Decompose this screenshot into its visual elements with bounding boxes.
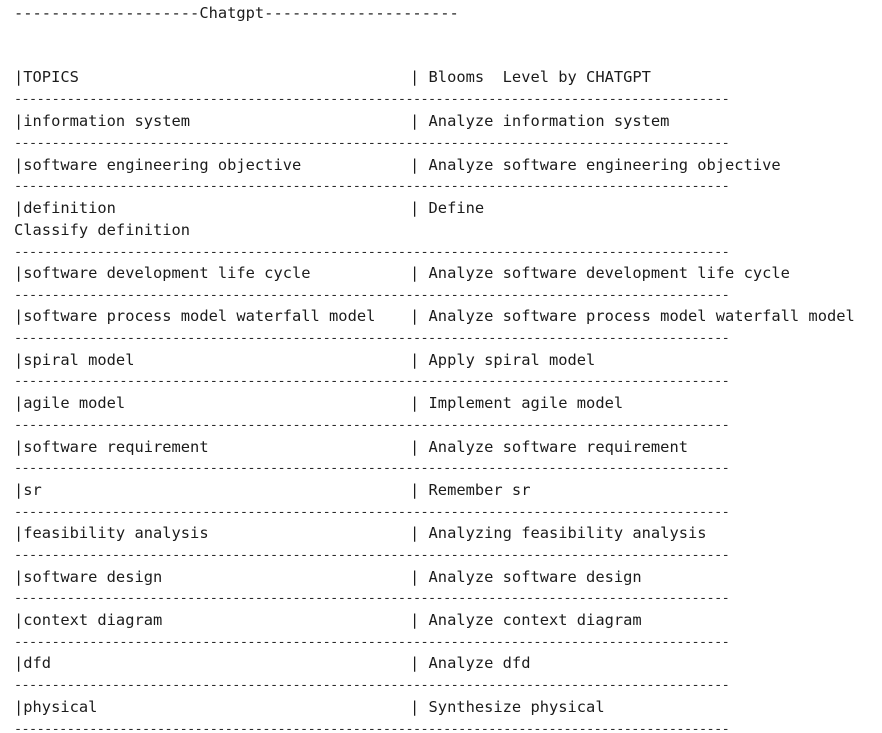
row-topic: |physical	[14, 698, 98, 716]
row-level: | Analyze dfd	[410, 654, 531, 672]
separator-line: ----------------------------------------…	[14, 677, 730, 693]
row-topic: |agile model	[14, 394, 126, 412]
header-blooms-level: | Blooms Level by CHATGPT	[410, 68, 651, 86]
separator-line: ----------------------------------------…	[14, 330, 730, 346]
row-level: | Analyze information system	[410, 112, 670, 130]
row-level: | Apply spiral model	[410, 351, 596, 369]
row-level: | Analyzing feasibility analysis	[410, 524, 707, 542]
row-topic: |definition	[14, 199, 116, 217]
document-title: --------------------Chatgpt-------------…	[14, 4, 459, 22]
row-topic: |context diagram	[14, 611, 163, 629]
row-topic: |software requirement	[14, 438, 209, 456]
row-level: | Analyze software engineering objective	[410, 156, 781, 174]
row-level: | Analyze software requirement	[410, 438, 688, 456]
row-level: | Remember sr	[410, 481, 531, 499]
separator-line: ----------------------------------------…	[14, 590, 730, 606]
separator-line: ----------------------------------------…	[14, 244, 730, 260]
separator-line: ----------------------------------------…	[14, 91, 730, 107]
separator-line: ----------------------------------------…	[14, 135, 730, 151]
separator-line: ----------------------------------------…	[14, 460, 730, 476]
row-topic: |software design	[14, 568, 163, 586]
separator-line: ----------------------------------------…	[14, 504, 730, 520]
row-level: | Analyze software development life cycl…	[410, 264, 790, 282]
row-topic: |feasibility analysis	[14, 524, 209, 542]
row-topic: |information system	[14, 112, 191, 130]
row-level: | Analyze software process model waterfa…	[410, 307, 855, 325]
row-topic: |software development life cycle	[14, 264, 311, 282]
header-topics: |TOPICS	[14, 68, 79, 86]
row-level: | Synthesize physical	[410, 698, 605, 716]
separator-line: ----------------------------------------…	[14, 634, 730, 650]
row-level: | Analyze software design	[410, 568, 642, 586]
row-topic: |sr	[14, 481, 42, 499]
row-topic: |spiral model	[14, 351, 135, 369]
separator-line: ----------------------------------------…	[14, 547, 730, 563]
row-topic: |dfd	[14, 654, 52, 672]
row-level: | Implement agile model	[410, 394, 624, 412]
row-level: | Define	[410, 199, 485, 217]
separator-line: ----------------------------------------…	[14, 417, 730, 433]
separator-line: ----------------------------------------…	[14, 178, 730, 194]
row-extra-text: Classify definition	[14, 221, 191, 239]
separator-line: ----------------------------------------…	[14, 373, 730, 389]
separator-line: ----------------------------------------…	[14, 287, 730, 303]
row-topic: |software engineering objective	[14, 156, 302, 174]
row-topic: |software process model waterfall model	[14, 307, 376, 325]
separator-line: ----------------------------------------…	[14, 721, 730, 733]
row-level: | Analyze context diagram	[410, 611, 642, 629]
